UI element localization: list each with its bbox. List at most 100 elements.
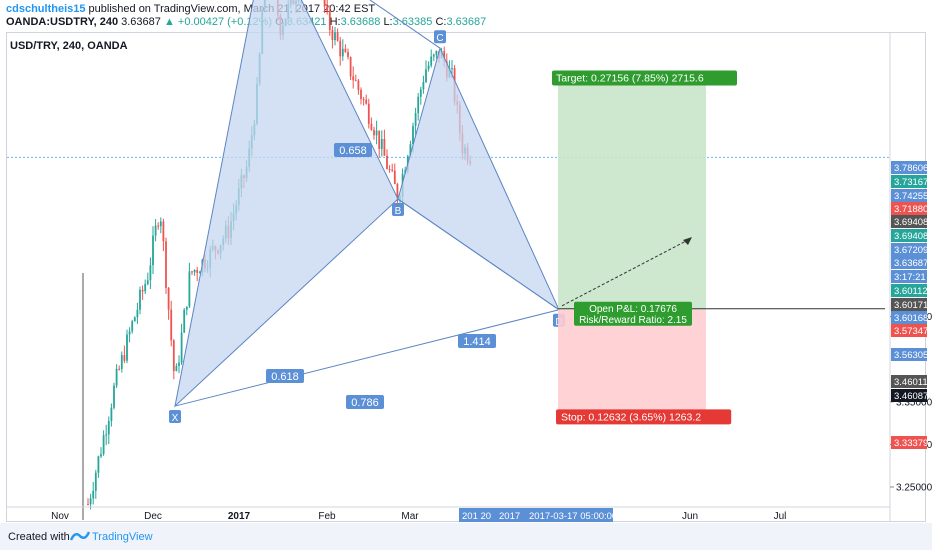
candle-body bbox=[347, 51, 349, 57]
price-badge bbox=[891, 298, 927, 311]
pattern-bcd bbox=[397, 46, 561, 312]
candle-body bbox=[323, 0, 326, 6]
time-tick-label: Mar bbox=[401, 511, 419, 522]
ratio-label: 0.618 bbox=[271, 371, 299, 383]
candle-body bbox=[97, 456, 100, 473]
low-label: L: bbox=[383, 16, 393, 28]
candle-body bbox=[141, 289, 144, 292]
target-zone bbox=[558, 78, 706, 310]
candle-body bbox=[107, 421, 110, 435]
candle-body bbox=[157, 225, 160, 227]
candle-body bbox=[115, 368, 118, 386]
candle-body bbox=[334, 32, 336, 41]
price-badge bbox=[891, 243, 927, 256]
ratio-label: 0.658 bbox=[339, 145, 367, 157]
candle-body bbox=[427, 65, 430, 70]
point-label-b: B bbox=[395, 206, 402, 217]
projection-arrow-line bbox=[561, 239, 689, 307]
candle-body bbox=[105, 434, 108, 436]
candle-body bbox=[196, 269, 199, 273]
candle-body bbox=[417, 96, 420, 114]
candle-body bbox=[388, 168, 391, 170]
ratio-badge bbox=[266, 369, 304, 383]
candle-body bbox=[331, 29, 334, 41]
time-badge-label: 2017-03-17 05:00:00 bbox=[529, 511, 617, 522]
candle-body bbox=[435, 51, 438, 55]
candle-body bbox=[136, 309, 139, 318]
candle-body bbox=[128, 331, 131, 335]
price-badge bbox=[891, 284, 927, 297]
pattern-ac-line bbox=[369, 0, 441, 49]
candle-body bbox=[152, 235, 154, 266]
candle-body bbox=[373, 129, 375, 136]
tradingview-logo-icon[interactable] bbox=[69, 528, 91, 549]
target-label-box bbox=[552, 70, 737, 86]
point-badge-x bbox=[169, 410, 181, 424]
candle-body bbox=[409, 144, 412, 157]
candle-body bbox=[120, 355, 123, 370]
candle-body bbox=[393, 170, 396, 185]
candle-body bbox=[375, 130, 378, 136]
candle-body bbox=[354, 80, 357, 82]
tradingview-link[interactable]: TradingView bbox=[92, 531, 153, 543]
stop-zone bbox=[558, 309, 706, 418]
candle-body bbox=[365, 99, 368, 104]
candle-body bbox=[94, 472, 97, 491]
candle-body bbox=[378, 130, 381, 149]
candle-body bbox=[118, 368, 121, 370]
stop-label: Stop: 0.12632 (3.65%) 1263.2 bbox=[561, 411, 701, 423]
point-badge-b bbox=[392, 203, 404, 217]
candle-body bbox=[146, 280, 149, 284]
ratio-badge bbox=[458, 334, 496, 348]
candle-body bbox=[352, 76, 355, 81]
pnl-label: Open P&L: 0.17676 bbox=[589, 304, 677, 315]
ratio-badge bbox=[346, 395, 384, 409]
high-value: 3.63688 bbox=[340, 16, 381, 28]
candle-body bbox=[451, 68, 453, 70]
price-badge-label: 3.63687 bbox=[894, 258, 928, 269]
candle-body bbox=[383, 139, 386, 156]
price-badge-label: 3.60168 bbox=[894, 313, 928, 324]
price-badge-label: 3.57347 bbox=[894, 326, 928, 337]
candle-body bbox=[183, 309, 186, 333]
risk-reward-label: Risk/Reward Ratio: 2.15 bbox=[579, 315, 687, 326]
candle-body bbox=[193, 269, 196, 273]
candle-body bbox=[133, 317, 136, 322]
time-tick-label: 2017 bbox=[228, 511, 251, 522]
ratio-badge bbox=[334, 143, 372, 157]
candle-body bbox=[414, 113, 417, 126]
time-tick-label: Feb bbox=[318, 511, 336, 522]
candle-body bbox=[185, 306, 188, 310]
price-badge-label: 3.46011 bbox=[894, 377, 928, 388]
pnl-box bbox=[574, 301, 692, 326]
price-badge-label: 3.73167 bbox=[894, 177, 928, 188]
candle-body bbox=[92, 490, 95, 499]
candle-body bbox=[360, 89, 362, 100]
candle-body bbox=[341, 48, 344, 57]
time-badge-label: 2017 bbox=[499, 511, 520, 522]
price-badge-label: 3.67209 bbox=[894, 245, 928, 256]
created-with: Created with bbox=[8, 531, 70, 543]
price-badge bbox=[891, 348, 927, 361]
candle-body bbox=[172, 340, 175, 372]
candle-body bbox=[367, 103, 370, 124]
price-badge bbox=[891, 202, 927, 215]
candle-body bbox=[89, 498, 92, 505]
candle-body bbox=[357, 80, 360, 90]
symbol-name[interactable]: OANDA:USDTRY, 240 bbox=[6, 16, 119, 28]
candle-body bbox=[425, 69, 427, 82]
author-link[interactable]: cdschultheis15 bbox=[6, 3, 86, 15]
candle-body bbox=[191, 271, 193, 273]
stop-label-box bbox=[556, 409, 732, 425]
candle-body bbox=[87, 504, 89, 506]
price-badge bbox=[891, 229, 927, 242]
price-badge-label: 3.74255 bbox=[894, 191, 928, 202]
candle-body bbox=[370, 123, 373, 130]
price-badge bbox=[891, 389, 927, 402]
candle-body bbox=[430, 56, 433, 66]
point-label-c: C bbox=[436, 33, 443, 44]
close-value: 3.63687 bbox=[446, 16, 487, 28]
price-badge bbox=[891, 375, 927, 388]
pattern-xab bbox=[174, 0, 399, 408]
